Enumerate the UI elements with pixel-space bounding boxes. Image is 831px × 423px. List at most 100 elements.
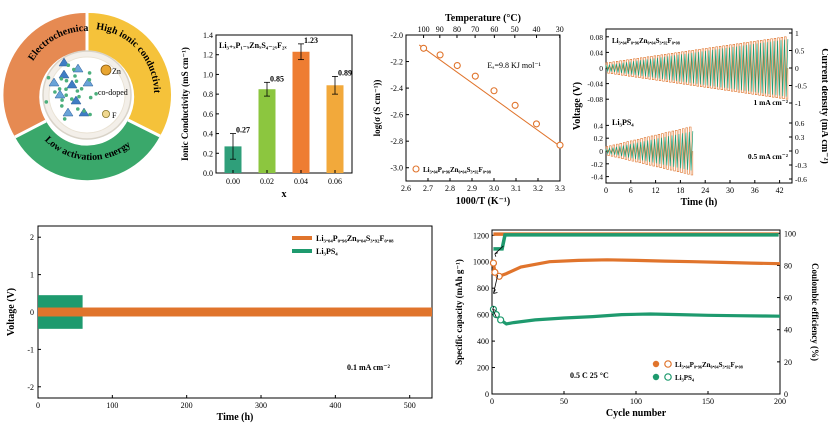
legend-label: Li₃.₀₄P₀.₉₆Zn₀.₀₄S₃.₉₂F₀.₀₈ bbox=[423, 166, 491, 174]
data-point bbox=[420, 44, 428, 52]
efficiency-trace bbox=[493, 233, 779, 251]
x-tick-label: 400 bbox=[329, 401, 341, 410]
y-axis-label: log(σ (S cm⁻¹)) bbox=[372, 80, 382, 137]
x-tick-label: 6 bbox=[629, 186, 633, 195]
co-doped-label: co-doped bbox=[98, 88, 128, 97]
x-tick-label: 200 bbox=[774, 397, 786, 406]
x-axis-label: Time (h) bbox=[681, 197, 718, 208]
lithium-atom-icon bbox=[94, 92, 98, 96]
data-point bbox=[490, 87, 498, 95]
y-axis-label: Specific capacity (mAh g⁻¹) bbox=[454, 259, 464, 365]
x-tick-label: 0.02 bbox=[260, 177, 274, 186]
lithium-atom-icon bbox=[77, 94, 81, 99]
x-tick-label: 2.8 bbox=[445, 184, 455, 193]
lithium-atom-icon bbox=[74, 79, 79, 83]
x-axis-label: Time (h) bbox=[217, 412, 254, 423]
y-tick-label: 1.0 bbox=[203, 70, 213, 79]
x-tick-label: 3.0 bbox=[489, 184, 499, 193]
arrhenius-axes-frame bbox=[405, 34, 561, 182]
y-tick-label: 1200 bbox=[473, 231, 489, 240]
top-tick-label: 80 bbox=[453, 25, 461, 34]
top-tick-label: 90 bbox=[436, 25, 444, 34]
bar-axes-frame bbox=[215, 34, 353, 174]
lithium-atom-icon bbox=[79, 87, 84, 91]
top-axis-label: Temperature (°C) bbox=[445, 13, 521, 24]
y-tick-label: 1 bbox=[30, 271, 34, 280]
x-tick-label: 12 bbox=[652, 186, 660, 195]
x-tick-label: 100 bbox=[630, 397, 642, 406]
lithium-atom-icon bbox=[72, 67, 76, 72]
y-tick-label: -0.08 bbox=[587, 95, 603, 104]
right-tick-label: 80 bbox=[784, 261, 792, 270]
y-tick-label: 0.2 bbox=[594, 134, 604, 143]
capacity-point bbox=[489, 259, 498, 267]
right-tick-label: 100 bbox=[784, 229, 796, 238]
x-axis-label: Cycle number bbox=[606, 408, 667, 419]
y-tick-label: -3.0 bbox=[390, 164, 403, 173]
y-tick-label: 0.6 bbox=[203, 110, 213, 119]
lithium-atom-icon bbox=[87, 71, 92, 75]
current-annotation-bottom: 0.5 mA cm⁻² bbox=[748, 152, 789, 161]
ring-segment-activation bbox=[15, 120, 160, 181]
lithium-atom-icon bbox=[53, 90, 57, 94]
capacity-axes-frame bbox=[491, 229, 781, 395]
y-tick-label: -2.4 bbox=[390, 84, 403, 93]
tetrahedron-icon bbox=[58, 57, 70, 67]
voltage-band bbox=[38, 307, 432, 317]
y-tick-label: -2.6 bbox=[390, 111, 403, 120]
y-tick-label: -2.2 bbox=[390, 58, 403, 67]
rate-cycling-chart: 0.08 0.04 0 -0.04 -0.08 1 0.5 0 -0.5 -1 0.4 0.2 0 -0.… bbox=[570, 3, 828, 208]
conditions-annotation: 0.5 C 25 °C bbox=[570, 371, 609, 380]
data-point bbox=[511, 101, 519, 109]
y-tick-label: 1.2 bbox=[203, 51, 213, 60]
voltage-trace bbox=[605, 131, 694, 171]
lithium-atom-icon bbox=[87, 78, 92, 82]
lithium-atom-icon bbox=[82, 109, 86, 113]
y-tick-label: 1.4 bbox=[203, 31, 213, 40]
legend-marker bbox=[664, 360, 672, 368]
schematic-svg: Electrochemical stability High ionic con… bbox=[2, 3, 171, 181]
rate-axes-frame bbox=[605, 28, 793, 184]
crystal-lattice-icon bbox=[44, 57, 98, 121]
x-tick-label: 50 bbox=[560, 397, 568, 406]
top-tick-label: 30 bbox=[556, 25, 564, 34]
y-tick-label: 0.0 bbox=[203, 169, 213, 178]
y-tick-label: 0.04 bbox=[590, 48, 603, 57]
f-label: F bbox=[112, 111, 117, 120]
y-tick-label: 800 bbox=[477, 284, 489, 293]
x-axis-label: x bbox=[282, 189, 287, 200]
tetrahedron-icon bbox=[62, 107, 74, 117]
x-tick-label: 2.6 bbox=[401, 184, 411, 193]
lithium-atom-icon bbox=[64, 87, 68, 91]
data-label: 0.27 bbox=[236, 126, 250, 135]
y-tick-label: 0.4 bbox=[203, 130, 213, 139]
arrhenius-chart: 2.6 2.7 2.8 2.9 3.0 3.1 3.2 3.3 -2.0 -2.2 -2.4 -2.6… bbox=[370, 5, 570, 207]
right-tick-label: 20 bbox=[784, 358, 792, 367]
right-tick-label: 1 bbox=[795, 29, 799, 38]
y-tick-label: 0.4 bbox=[594, 121, 604, 130]
tetrahedron-icon bbox=[58, 69, 70, 79]
fit-line bbox=[418, 44, 563, 149]
schematic-panel: Electrochemical stability High ionic con… bbox=[2, 3, 172, 188]
x-axis-label: 1000/T (K⁻¹) bbox=[456, 196, 510, 207]
bar bbox=[258, 89, 276, 173]
lithium-atom-icon bbox=[70, 97, 74, 101]
lithium-atom-icon bbox=[44, 100, 49, 104]
x-tick-label: 0 bbox=[604, 186, 608, 195]
lithium-atom-icon bbox=[46, 75, 51, 80]
y-tick-label: -0.04 bbox=[587, 80, 603, 89]
right-tick-label: 0.6 bbox=[795, 119, 805, 128]
lithium-atom-icon bbox=[64, 78, 69, 83]
x-tick-label: 2.9 bbox=[467, 184, 477, 193]
y-tick-label: 0.8 bbox=[203, 90, 213, 99]
data-label: 0.89 bbox=[338, 68, 352, 77]
top-series-label: Li₃.₀₄P₀.₉₆Zn₀.₀₄S₃.₉₂F₀.₀₈ bbox=[612, 37, 680, 45]
rate-cycling-svg: 0.080.040-0.04-0.0810.50-0.5-10.40.20-0.… bbox=[572, 28, 828, 208]
x-tick-label: 42 bbox=[776, 186, 784, 195]
right-axis-label: Coulombic efficiency (%) bbox=[810, 263, 820, 361]
capacity-trace bbox=[492, 308, 781, 326]
data-point bbox=[532, 120, 541, 128]
lithium-atom-icon bbox=[57, 87, 62, 91]
data-point bbox=[556, 141, 564, 149]
